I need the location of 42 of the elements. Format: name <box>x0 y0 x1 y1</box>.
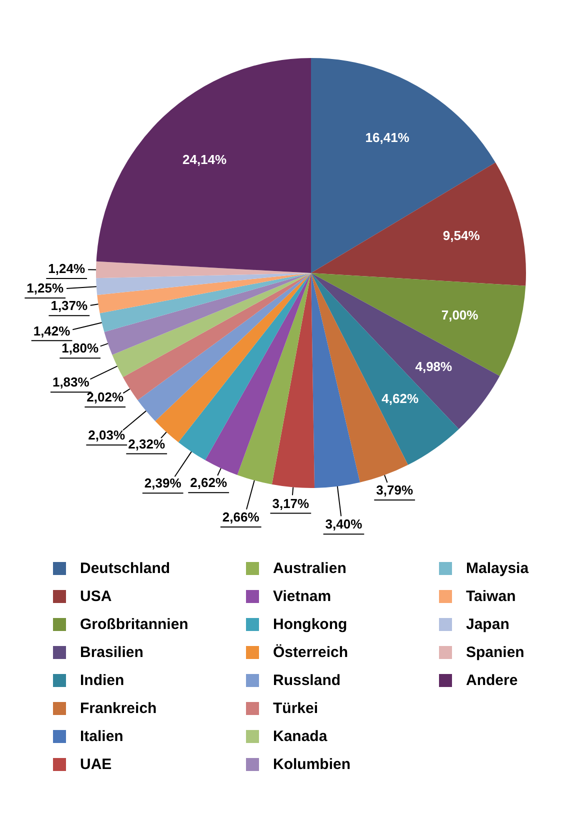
legend-label: Frankreich <box>80 700 157 716</box>
legend-label: Spanien <box>466 644 524 660</box>
data-label: 3,17% <box>272 496 310 511</box>
legend-label: Hongkong <box>273 616 348 632</box>
legend-label: Kolumbien <box>273 756 350 772</box>
data-label: 2,03% <box>88 428 126 443</box>
data-label: 2,66% <box>222 510 260 525</box>
data-label: 4,62% <box>382 391 419 406</box>
legend-label: Großbritannien <box>80 616 188 632</box>
legend-label: USA <box>80 588 112 604</box>
data-label: 1,25% <box>26 280 64 296</box>
legend-label: Deutschland <box>80 560 170 576</box>
data-label: 7,00% <box>441 307 479 322</box>
legend-label: Andere <box>466 672 518 688</box>
legend-label: Taiwan <box>466 588 516 604</box>
legend-label: Russland <box>273 672 341 688</box>
legend-label: UAE <box>80 756 112 772</box>
data-label: 1,83% <box>52 374 90 390</box>
data-label: 3,40% <box>325 516 363 532</box>
legend-label: Österreich <box>273 644 348 660</box>
data-label: 1,24% <box>48 261 86 276</box>
data-label: 24,14% <box>182 152 228 168</box>
data-label: 1,80% <box>62 340 99 356</box>
legend-label: Indien <box>80 672 124 688</box>
data-label: 1,42% <box>33 323 71 338</box>
data-label: 2,62% <box>190 475 228 490</box>
data-label: 3,79% <box>376 482 414 498</box>
legend-label: Türkei <box>273 700 318 716</box>
legend-label: Malaysia <box>466 560 529 576</box>
legend-label: Italien <box>80 728 124 744</box>
data-label: 9,54% <box>442 228 480 243</box>
data-label: 16,41% <box>365 130 410 145</box>
data-label: 2,02% <box>86 390 124 405</box>
data-label: 1,37% <box>50 298 88 314</box>
legend-label: Japan <box>466 616 510 632</box>
data-label: 2,32% <box>128 436 166 452</box>
legend-label: Australien <box>273 560 346 576</box>
data-label: 2,39% <box>144 476 182 491</box>
legend-label: Kanada <box>273 728 328 744</box>
legend-label: Brasilien <box>80 644 144 660</box>
data-label: 4,98% <box>415 358 453 374</box>
legend-label: Vietnam <box>273 588 332 604</box>
